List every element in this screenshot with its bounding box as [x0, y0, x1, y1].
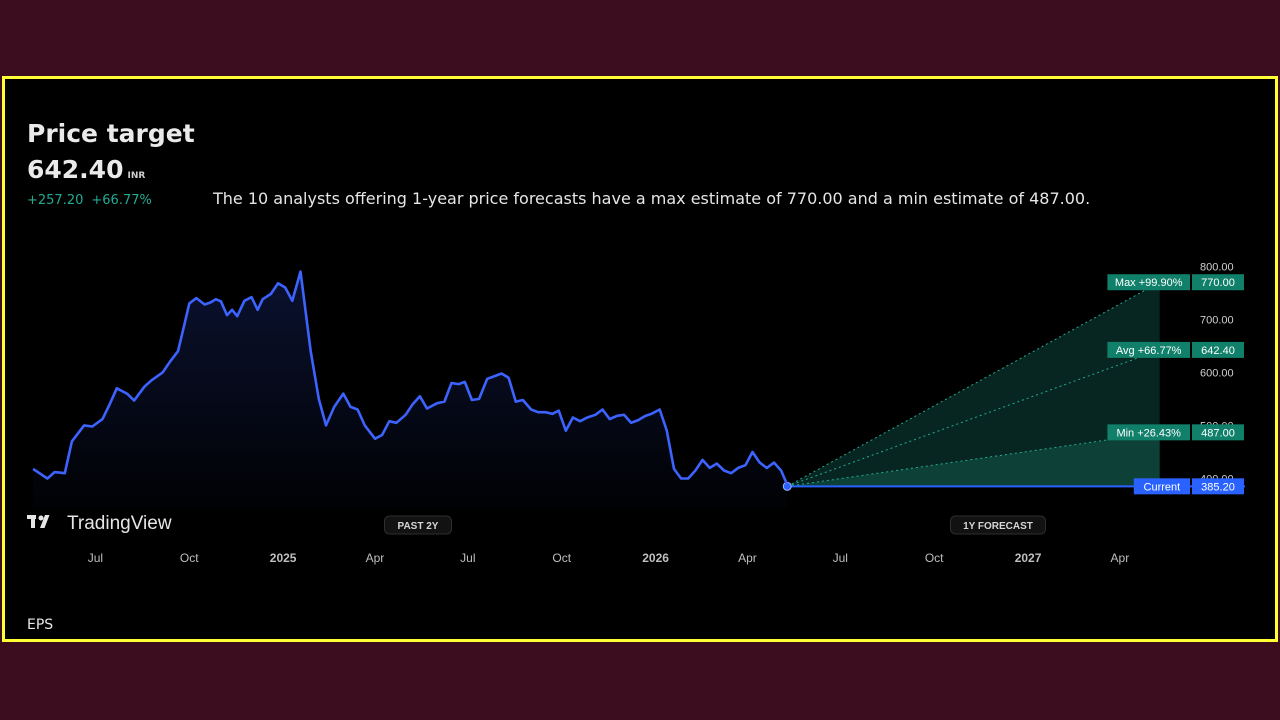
change-absolute: +257.20 — [27, 193, 84, 208]
forecast-value-current: 385.20 — [1201, 481, 1235, 493]
x-tick-label: 2027 — [1015, 551, 1042, 565]
period-forecast-label-bg — [950, 515, 1046, 535]
x-tick-label: Jul — [833, 551, 848, 565]
forecast-tag-avg: Avg +66.77% — [1116, 345, 1182, 357]
tradingview-logo: TradingView — [27, 513, 172, 534]
price-value: 642.40 — [27, 155, 124, 184]
forecast-tag-avg-bg — [1107, 341, 1190, 358]
forecast-tag-max: Max +99.90% — [1115, 277, 1183, 289]
forecast-tag-min-bg — [1107, 424, 1190, 441]
forecast-value-avg-bg — [1192, 341, 1244, 358]
history-area — [33, 271, 788, 509]
forecast-summary: The 10 analysts offering 1-year price fo… — [213, 189, 1091, 208]
forecast-tag-current: Current — [1144, 481, 1181, 493]
logo-mark-dot — [38, 515, 44, 521]
history-price-line — [32, 270, 789, 486]
period-past-label: PAST 2Y — [398, 521, 439, 532]
period-forecast-label: 1Y FORECAST — [963, 521, 1033, 532]
forecast-value-min-bg — [1192, 424, 1244, 441]
forecast-tag-current-bg — [1133, 478, 1190, 495]
change-percent: +66.77% — [91, 193, 152, 208]
price-target-card: Price target 642.40 INR +257.20 +66.77% Th… — [2, 76, 1278, 642]
x-tick-label: Oct — [180, 551, 199, 565]
tab-eps[interactable]: EPS — [27, 617, 54, 633]
forecast-avg-line — [787, 349, 1160, 487]
logo-mark-slash — [40, 515, 50, 528]
period-past-label-bg — [384, 515, 452, 535]
logo-mark-stem — [31, 515, 35, 528]
price-change: +257.20 +66.77% — [27, 193, 152, 208]
forecast-value-avg: 642.40 — [1201, 345, 1235, 357]
y-tick-label: 700.00 — [1200, 314, 1234, 326]
price-target-value: 642.40 INR — [27, 155, 145, 184]
forecast-value-max: 770.00 — [1201, 277, 1235, 289]
x-tick-label: Apr — [1111, 551, 1130, 565]
x-tick-label: Oct — [925, 551, 944, 565]
x-tick-label: Jul — [460, 551, 475, 565]
y-tick-label: 800.00 — [1200, 261, 1234, 273]
page-title: Price target — [27, 119, 195, 148]
x-tick-label: Apr — [366, 551, 385, 565]
forecast-value-max-bg — [1192, 274, 1244, 291]
forecast-min-band — [787, 432, 1160, 487]
forecast-value-min: 487.00 — [1201, 427, 1235, 439]
y-tick-label: 600.00 — [1200, 367, 1234, 379]
forecast-max-line — [786, 281, 1160, 487]
forecast-range-band — [787, 282, 1160, 487]
forecast-tag-max-bg — [1107, 274, 1190, 291]
x-tick-label: Jul — [88, 551, 103, 565]
logo-text: TradingView — [67, 513, 172, 534]
x-tick-label: Oct — [552, 551, 571, 565]
x-tick-label: 2025 — [270, 551, 297, 565]
x-tick-label: 2026 — [642, 551, 669, 565]
currency-label: INR — [127, 171, 146, 181]
forecast-tag-min: Min +26.43% — [1116, 427, 1181, 439]
forecast-value-current-bg — [1192, 478, 1244, 495]
x-tick-label: Apr — [738, 551, 757, 565]
